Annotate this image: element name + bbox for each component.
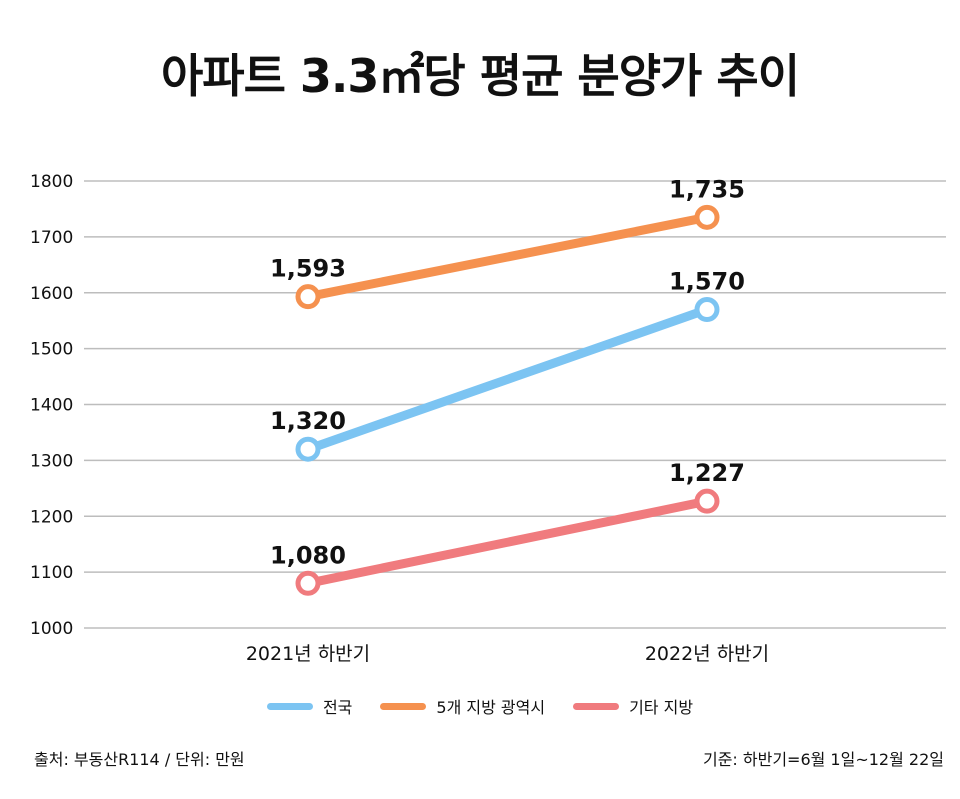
series-line (303, 212, 712, 302)
x-tick-label: 2021년 하반기 (246, 643, 370, 665)
data-label: 1,593 (270, 255, 346, 283)
gridlines (84, 180, 946, 629)
basis-note: 기준: 하반기=6월 1일~12월 22일 (702, 750, 944, 769)
legend-label: 전국 (322, 698, 353, 717)
series-lines: 1,320 1,570 1,593 1,735 1,080 1,227 (270, 175, 745, 596)
legend-swatch (573, 702, 620, 710)
data-label: 1,320 (270, 407, 346, 435)
legend-label: 기타 지방 (629, 698, 694, 717)
y-axis-ticks: 1000 1100 1200 1300 1400 1500 1600 1700 1800 (30, 172, 73, 639)
x-tick-label: 2022년 하반기 (645, 643, 769, 665)
legend-item: 기타 지방 (573, 694, 693, 718)
data-point (295, 284, 321, 310)
data-point (295, 436, 321, 462)
data-label: 1,227 (669, 459, 745, 487)
y-tick-label: 1000 (30, 619, 73, 639)
data-point (694, 204, 720, 230)
chart-title: 아파트 3.3㎡당 평균 분양가 추이 (160, 49, 800, 103)
legend-swatch (266, 702, 313, 710)
legend-label: 5개 지방 광역시 (436, 698, 546, 717)
data-label: 1,080 (270, 541, 346, 569)
legend-swatch (380, 702, 427, 710)
data-point (694, 488, 720, 514)
legend-item: 전국 (266, 694, 353, 718)
y-tick-label: 1700 (30, 228, 73, 248)
y-tick-label: 1800 (30, 172, 73, 192)
y-tick-label: 1100 (30, 563, 73, 583)
line-chart: 1000 1100 1200 1300 1400 1500 1600 1700 1800 202… (30, 172, 946, 665)
source-note: 출처: 부동산R114 / 단위: 만원 (34, 750, 245, 769)
legend-item: 5개 지방 광역시 (380, 694, 545, 718)
legend: 전국 5개 지방 광역시 기타 지방 (0, 694, 960, 718)
data-point (694, 297, 720, 323)
y-tick-label: 1500 (30, 340, 73, 360)
series-2: 1,080 1,227 (270, 459, 745, 596)
y-tick-label: 1400 (30, 396, 73, 416)
data-point (295, 570, 321, 596)
series-line (303, 305, 712, 454)
y-tick-label: 1200 (30, 507, 73, 527)
series-0: 1,320 1,570 (270, 268, 745, 462)
x-axis-ticks: 2021년 하반기 2022년 하반기 (246, 643, 769, 665)
data-label: 1,570 (669, 268, 745, 296)
series-1: 1,593 1,735 (270, 175, 745, 310)
y-tick-label: 1300 (30, 451, 73, 471)
series-line (303, 496, 712, 588)
data-label: 1,735 (669, 175, 745, 203)
y-tick-label: 1600 (30, 284, 73, 304)
